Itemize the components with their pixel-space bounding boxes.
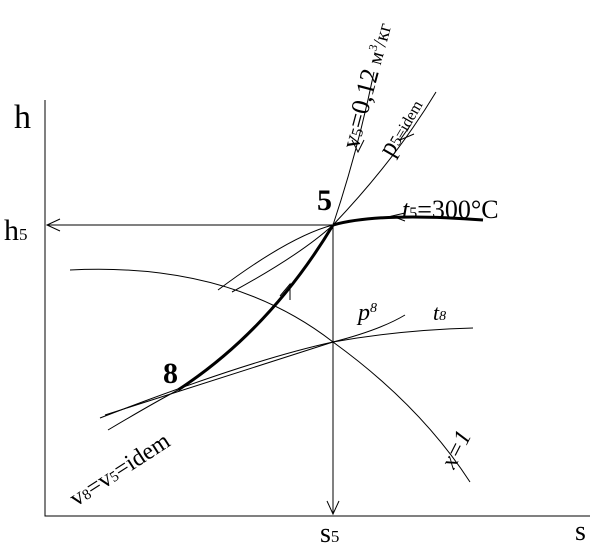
point-8: 8	[163, 357, 178, 390]
label-part: 5	[409, 205, 417, 222]
h5-label: h5	[4, 214, 28, 247]
label-part: м	[364, 49, 389, 67]
x-axis-label: s	[575, 516, 586, 546]
p8-label: p8	[356, 300, 377, 326]
y-axis-label: h	[14, 99, 31, 136]
label-part: 8	[439, 309, 446, 324]
label-part: =idem	[109, 428, 175, 483]
label-part: s	[320, 518, 331, 546]
label-part: 8	[370, 301, 377, 316]
label-part: 5	[19, 225, 28, 244]
label-part: =300°C	[417, 195, 498, 224]
isotherm-t8	[104, 327, 474, 416]
t8-label: t8	[433, 300, 446, 325]
point-5: 5	[317, 184, 332, 217]
label-part: p	[356, 300, 370, 326]
label-part: h	[4, 214, 19, 247]
arrow	[390, 212, 406, 222]
p5-label: p5=idem	[372, 92, 428, 161]
label-part: =0,12	[341, 66, 385, 132]
s5-line	[326, 225, 340, 516]
arrow	[351, 139, 365, 154]
isochore-v8	[107, 389, 179, 431]
t5-label: t5=300°C	[402, 195, 499, 224]
label-part: 5=idem	[387, 97, 427, 148]
label-part: 3	[365, 43, 380, 52]
arrow	[279, 282, 291, 300]
h5-line	[45, 218, 333, 232]
axes	[44, 100, 590, 517]
x1-label: x=1	[436, 426, 477, 473]
label-part: /кг	[369, 21, 396, 49]
isobar-p8	[99, 314, 406, 419]
label-part: t	[402, 195, 410, 224]
process-8-5	[177, 224, 335, 392]
label-part: t	[433, 300, 440, 325]
v5-label: v5=0,12м3/кг	[336, 19, 397, 151]
label-part: 5	[331, 527, 340, 546]
arrow	[398, 125, 415, 142]
s5-label: s5	[320, 518, 339, 546]
v8-label: v8=v5=idem	[65, 428, 175, 512]
